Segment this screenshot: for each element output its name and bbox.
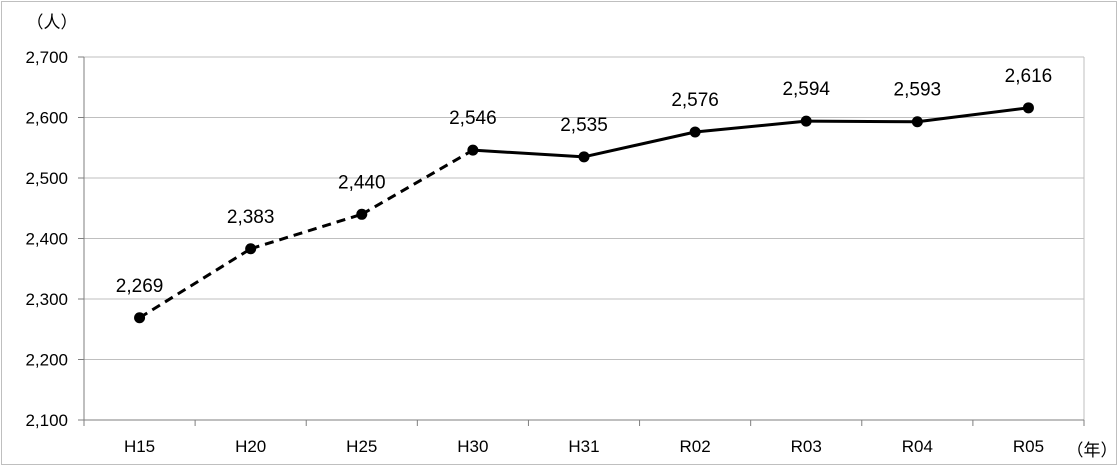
data-point [467,144,479,156]
x-tick-label: R02 [680,437,711,456]
y-tick-label: 2,100 [25,411,68,430]
data-label: 2,594 [782,79,830,100]
x-tick-label: H25 [346,437,377,456]
y-tick-label: 2,400 [25,230,68,249]
series [134,102,1034,324]
data-label: 2,593 [894,80,942,101]
data-point [1022,102,1034,114]
y-tick-label: 2,700 [25,48,68,67]
x-axis-ticks: H15 H20 H25 H30 H31 R02 R03 R04 R05 [124,437,1044,456]
data-labels: 2,269 2,383 2,440 2,546 2,535 2,576 2,594 2,593… [116,66,1052,297]
x-tick-label: R05 [1013,437,1044,456]
x-tick-label: H15 [124,437,155,456]
x-tick-label: R04 [902,437,933,456]
data-label: 2,535 [560,115,608,136]
data-label: 2,576 [671,90,719,111]
series-segment-solid [917,106,1029,124]
x-tick-label: H30 [457,437,488,456]
y-axis-ticks: 2,100 2,200 2,300 2,400 2,500 2,600 2,700 [25,48,68,430]
data-point [578,151,590,163]
data-point [911,116,923,128]
y-tick-label: 2,300 [25,290,68,309]
series-segment-dashed [361,148,474,216]
data-point [800,115,812,127]
x-tick-label: R03 [791,437,822,456]
data-label: 2,546 [449,108,497,129]
series-segment-solid [806,119,918,124]
gridlines [84,56,1085,420]
data-point [134,312,146,324]
y-tick-label: 2,200 [25,351,68,370]
data-point [356,208,368,220]
series-segment-dashed [138,247,252,320]
x-tick-label: H31 [568,437,599,456]
data-label: 2,383 [227,207,275,228]
data-point [245,243,257,255]
series-segment-dashed [250,212,363,251]
y-unit-label: （人） [27,13,78,33]
series-segment-solid [694,119,807,134]
series-segment-solid [472,148,585,159]
data-point [689,126,701,138]
series-segment-solid [583,130,696,159]
data-label: 2,440 [338,172,386,193]
data-label: 2,616 [1005,66,1053,87]
x-tick-label: H20 [235,437,266,456]
axes [78,56,1085,426]
y-tick-label: 2,600 [25,109,68,128]
y-tick-label: 2,500 [25,169,68,188]
data-label: 2,269 [116,276,164,297]
x-unit-label: （年） [1067,441,1118,461]
